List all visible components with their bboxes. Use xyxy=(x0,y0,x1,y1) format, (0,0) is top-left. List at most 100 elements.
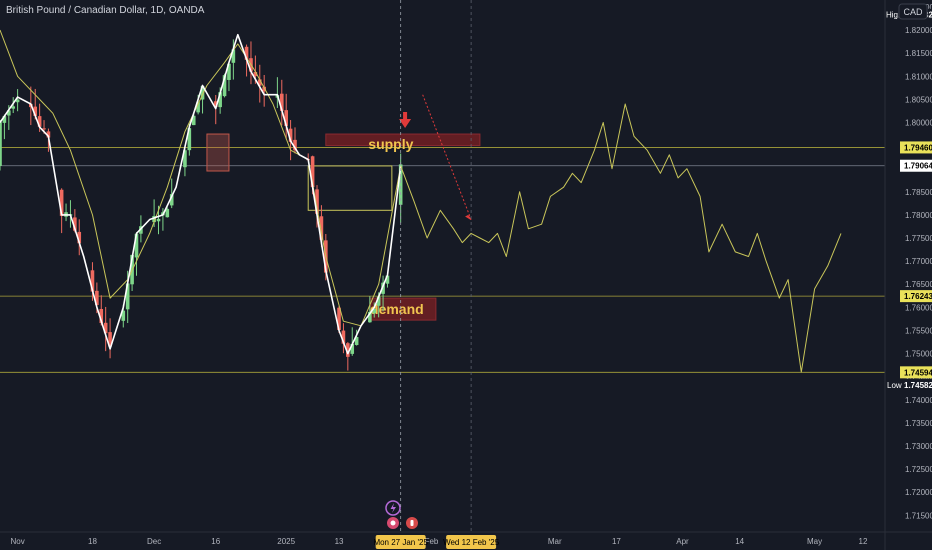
highlight-box xyxy=(206,133,230,172)
lightning-glyph xyxy=(390,503,396,513)
candle-body xyxy=(200,86,205,100)
candle-body xyxy=(341,330,346,344)
candle-body xyxy=(183,150,187,168)
time-tick-label: 17 xyxy=(612,537,621,546)
projection xyxy=(400,103,842,373)
time-tick-label: Mar xyxy=(548,537,562,546)
candle-body xyxy=(288,128,293,142)
candle-body xyxy=(368,311,372,323)
price-tick-label: 1.76000 xyxy=(905,303,932,312)
candle-body xyxy=(108,332,112,347)
supply-zone[interactable] xyxy=(325,133,481,147)
candle-body xyxy=(381,282,385,294)
currency-badge[interactable] xyxy=(898,3,928,20)
candle-body xyxy=(95,290,99,306)
candle-body xyxy=(125,283,130,310)
candle-body xyxy=(11,106,16,109)
candle-body xyxy=(398,164,403,205)
time-tick-label: Dec xyxy=(147,537,161,546)
candle-body xyxy=(253,71,258,77)
current-price-tag-bg xyxy=(900,159,932,172)
candle-body xyxy=(42,128,46,130)
candle-body xyxy=(152,215,156,223)
candle-body xyxy=(0,122,2,166)
diagonal-arrow-head xyxy=(465,214,472,220)
supply-price-tag: 1.79460 xyxy=(904,143,932,152)
time-tick-label: 18 xyxy=(88,537,97,546)
candle-body xyxy=(293,139,297,151)
candle-body xyxy=(46,131,51,138)
candle-body xyxy=(77,231,82,244)
supply-label: supply xyxy=(368,136,413,152)
high-label: High xyxy=(886,11,902,20)
price-tick-label: 1.80500 xyxy=(905,95,932,104)
crosshair-date-tag: Mon 27 Jan '25 xyxy=(373,538,428,547)
price-tick-label: 1.78500 xyxy=(905,188,932,197)
low-price-tag: 1.74582 xyxy=(904,381,932,390)
candle-body xyxy=(156,218,161,222)
price-tick-label: 1.80000 xyxy=(905,118,932,127)
candle-body xyxy=(227,63,231,80)
candle-body xyxy=(231,49,236,63)
low-label: Low xyxy=(887,381,902,390)
candle-body xyxy=(15,99,20,103)
supply-price-tag-bg xyxy=(900,141,932,154)
candle-body xyxy=(121,310,126,321)
arrows xyxy=(399,94,472,220)
crosshair-date-tag-bg xyxy=(375,535,426,549)
time-tick-label: 16 xyxy=(211,537,220,546)
time-axis[interactable]: Nov 18 Dec 16 2025 13 Feb Mar 17 Apr 14 May 12 Mon 27… xyxy=(0,531,932,549)
time-tick-label: 13 xyxy=(335,537,344,546)
price-tick-label: 1.72000 xyxy=(905,488,932,497)
ma-yellow-line xyxy=(0,29,402,327)
moving-averages xyxy=(0,29,402,355)
low-price-tag-bg xyxy=(900,378,932,391)
candle-body xyxy=(90,270,95,292)
candle-body xyxy=(169,194,174,206)
candle-body xyxy=(196,102,200,113)
candle-body xyxy=(310,156,315,188)
time-tick-label: May xyxy=(807,537,822,546)
candle-body xyxy=(37,116,42,127)
price-tick-label: 1.77500 xyxy=(905,234,932,243)
price-tick-label: 1.81000 xyxy=(905,72,932,81)
candle-body xyxy=(59,189,64,216)
event-flag-mark xyxy=(410,520,414,526)
price-tick-label: 1.75000 xyxy=(905,350,932,359)
price-tick-label: 1.81500 xyxy=(905,49,932,58)
candle-body xyxy=(257,79,262,86)
price-tick-label: 1.76500 xyxy=(905,280,932,289)
time-tick-label: Nov xyxy=(10,537,24,546)
candle-body xyxy=(350,343,355,354)
candle-body xyxy=(222,75,227,97)
low-level-price-tag-bg xyxy=(900,366,932,379)
candle-body xyxy=(213,101,218,107)
zones: supply demand xyxy=(206,133,481,321)
candle-body xyxy=(385,275,390,284)
event-icons[interactable] xyxy=(385,500,418,529)
level-lines xyxy=(0,147,885,373)
candle-body xyxy=(7,110,11,116)
target-date-tag-bg xyxy=(446,535,497,549)
candle-body xyxy=(103,322,108,334)
price-tick-label: 1.75500 xyxy=(905,326,932,335)
candle-body xyxy=(315,189,319,214)
candle-body xyxy=(372,308,377,314)
time-tick-label: 14 xyxy=(735,537,744,546)
consolidation-box xyxy=(307,165,393,211)
demand-price-tag-bg xyxy=(900,290,932,303)
candle-body xyxy=(279,93,284,111)
target-date-tag: Wed 12 Feb '25 xyxy=(443,538,500,547)
candle-body xyxy=(165,208,170,218)
candle-body xyxy=(187,128,192,151)
down-arrow-icon xyxy=(399,119,412,128)
symbol-title: British Pound / Canadian Dollar, 1D, OAN… xyxy=(6,5,205,16)
candle-body xyxy=(319,216,324,240)
price-tick-label: 1.74000 xyxy=(905,396,932,405)
price-tick-label: 1.72500 xyxy=(905,465,932,474)
candle-body xyxy=(33,106,38,116)
price-tick-label: 1.73000 xyxy=(905,442,932,451)
projection-line xyxy=(400,103,842,373)
